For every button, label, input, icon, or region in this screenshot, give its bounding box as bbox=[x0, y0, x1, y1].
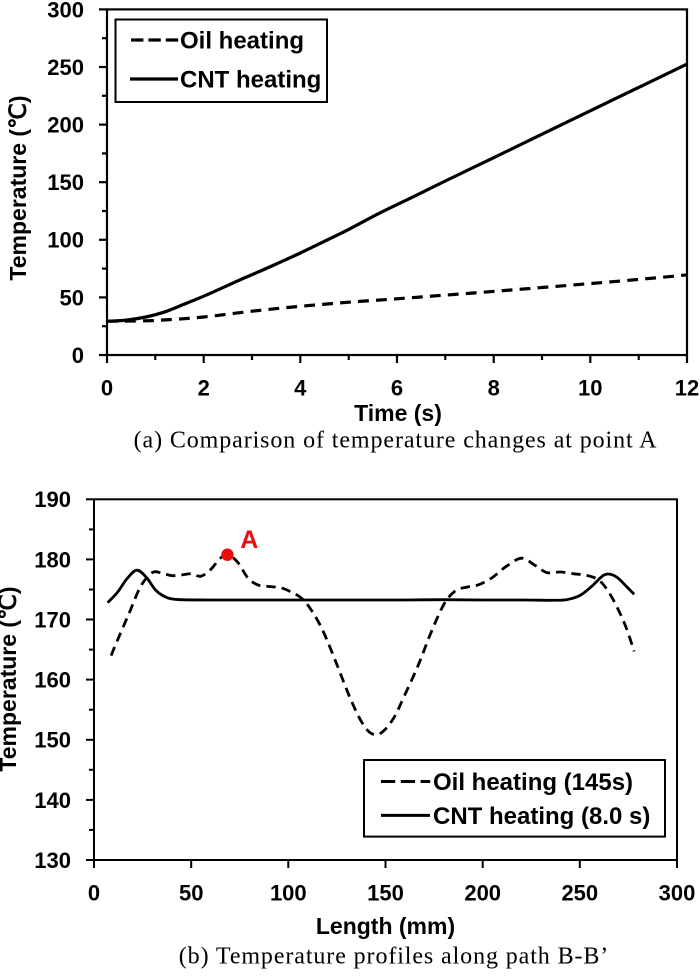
svg-text:160: 160 bbox=[34, 668, 71, 693]
svg-text:CNT heating: CNT heating bbox=[180, 67, 321, 94]
svg-text:0: 0 bbox=[72, 343, 84, 368]
svg-text:140: 140 bbox=[34, 788, 71, 813]
svg-text:8: 8 bbox=[488, 375, 500, 400]
svg-text:190: 190 bbox=[34, 487, 71, 512]
svg-text:180: 180 bbox=[34, 547, 71, 572]
svg-text:Temperature (℃): Temperature (℃) bbox=[0, 586, 21, 771]
svg-text:130: 130 bbox=[34, 848, 71, 873]
svg-text:100: 100 bbox=[47, 228, 84, 253]
svg-text:CNT heating (8.0 s): CNT heating (8.0 s) bbox=[433, 803, 650, 830]
svg-text:250: 250 bbox=[47, 55, 84, 80]
svg-text:170: 170 bbox=[34, 607, 71, 632]
svg-text:Oil heating: Oil heating bbox=[180, 28, 304, 55]
svg-text:200: 200 bbox=[464, 880, 501, 905]
svg-text:150: 150 bbox=[34, 728, 71, 753]
svg-text:2: 2 bbox=[198, 375, 210, 400]
svg-text:0: 0 bbox=[88, 880, 100, 905]
svg-text:Temperature (℃): Temperature (℃) bbox=[5, 95, 31, 280]
svg-text:0: 0 bbox=[101, 375, 113, 400]
svg-text:Length (mm): Length (mm) bbox=[316, 913, 455, 939]
svg-text:12: 12 bbox=[675, 375, 699, 400]
svg-text:150: 150 bbox=[367, 880, 404, 905]
svg-text:200: 200 bbox=[47, 113, 84, 138]
svg-text:50: 50 bbox=[60, 285, 84, 310]
svg-text:Time (s): Time (s) bbox=[354, 400, 442, 426]
svg-text:50: 50 bbox=[179, 880, 203, 905]
svg-text:150: 150 bbox=[47, 170, 84, 195]
svg-text:10: 10 bbox=[578, 375, 602, 400]
svg-text:Oil heating (145s): Oil heating (145s) bbox=[433, 769, 633, 796]
svg-text:250: 250 bbox=[561, 880, 598, 905]
svg-text:(b) Temperature profiles along: (b) Temperature profiles along path B-B’ bbox=[179, 944, 609, 970]
svg-text:6: 6 bbox=[391, 375, 403, 400]
svg-text:300: 300 bbox=[47, 0, 84, 22]
svg-text:4: 4 bbox=[294, 375, 307, 400]
svg-text:100: 100 bbox=[270, 880, 307, 905]
svg-text:A: A bbox=[240, 526, 258, 554]
svg-text:(a) Comparison of temperature: (a) Comparison of temperature changes at… bbox=[134, 428, 658, 454]
svg-text:300: 300 bbox=[659, 880, 696, 905]
